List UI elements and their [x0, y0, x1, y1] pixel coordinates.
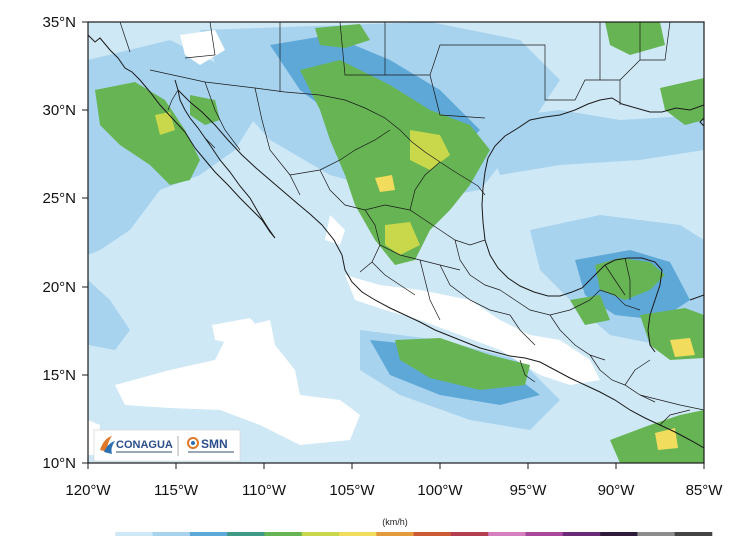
wind-field-green-pacific-south [395, 338, 530, 390]
wind-field-green-south-mx [570, 295, 610, 325]
coastline-florida [699, 117, 704, 127]
colorbar-swatch [227, 532, 265, 536]
wind-field-yellow-3 [155, 112, 175, 135]
lat-tick-label: 15°N [42, 367, 76, 384]
logo-panel: CONAGUA SMN [93, 429, 241, 462]
colorbar-swatch [152, 532, 191, 536]
colorbar-swatch [376, 532, 414, 536]
smn-logo-icon [187, 437, 199, 449]
smn-logo-text: SMN [201, 437, 228, 451]
wind-field-yellow-5 [655, 428, 678, 450]
wind-field-green-baja [95, 82, 200, 185]
lon-tick-label: 105°W [329, 482, 375, 499]
colorbar-swatch [339, 532, 377, 536]
political-borders [119, 22, 704, 426]
lon-tick-label: 85°W [686, 482, 724, 499]
wind-field-green-north [300, 60, 490, 265]
colorbar-swatch [189, 532, 228, 536]
colorbar-swatch [264, 532, 303, 536]
lon-tick-label: 110°W [242, 482, 287, 499]
colorbar-swatch [562, 532, 601, 536]
coastline-gulf [481, 97, 704, 353]
longitude-labels: 120°W 115°W 110°W 105°W 100°W 95°W 90°W … [65, 482, 723, 499]
conagua-logo-icon [100, 436, 115, 454]
lat-tick-label: 20°N [42, 279, 76, 296]
wind-field-white-2 [325, 215, 345, 245]
colorbar-swatch [450, 532, 489, 536]
coastline-cuba [689, 294, 704, 301]
wind-field-blue-gulf [480, 110, 704, 175]
colorbar-swatch [674, 532, 713, 536]
wind-field-blue-southwest [88, 280, 130, 350]
colorbar-swatch [301, 532, 340, 536]
latitude-labels: 35°N 30°N 25°N 20°N 15°N 10°N [42, 14, 76, 472]
conagua-logo-text: CONAGUA [116, 439, 173, 451]
colorbar-swatch [637, 532, 675, 536]
lon-tick-label: 100°W [417, 482, 463, 499]
colorbar-swatch [413, 532, 452, 536]
axis-ticks [82, 21, 705, 469]
colorbar-swatch [600, 532, 638, 536]
lon-tick-label: 90°W [598, 482, 636, 499]
wind-field-yellow-1 [410, 130, 450, 170]
colorbar-swatch [525, 532, 564, 536]
colorbar-swatch [78, 532, 116, 536]
wind-field-yellow-2 [385, 222, 420, 255]
wind-field-green-gulf-ne [660, 78, 704, 125]
coastline-pacific [88, 34, 704, 449]
map-frame [87, 21, 705, 464]
wind-field-white-1 [212, 318, 265, 345]
wind-field-yellow-4 [670, 338, 695, 357]
lon-tick-label: 95°W [510, 482, 548, 499]
lat-tick-label: 35°N [42, 14, 76, 31]
lat-tick-label: 30°N [42, 102, 76, 119]
lon-tick-label: 120°W [65, 482, 111, 499]
lon-tick-label: 115°W [154, 482, 199, 499]
wind-field-white-3 [180, 30, 225, 65]
wind-field-green-top [315, 24, 370, 48]
wind-field-white-mexico [345, 275, 600, 385]
wind-field-green-top2 [605, 22, 665, 55]
colorbar-swatch [488, 532, 526, 536]
lat-tick-label: 10°N [42, 455, 76, 472]
lat-tick-label: 25°N [42, 190, 76, 207]
wind-field-white-pacific [115, 320, 360, 445]
map-plot-area: CONAGUA SMN [88, 22, 704, 463]
wind-field-yellow-6 [375, 175, 395, 192]
colorbar-swatch [115, 532, 153, 536]
unit-label: (km/h) [382, 517, 408, 527]
colorbar [78, 532, 713, 536]
